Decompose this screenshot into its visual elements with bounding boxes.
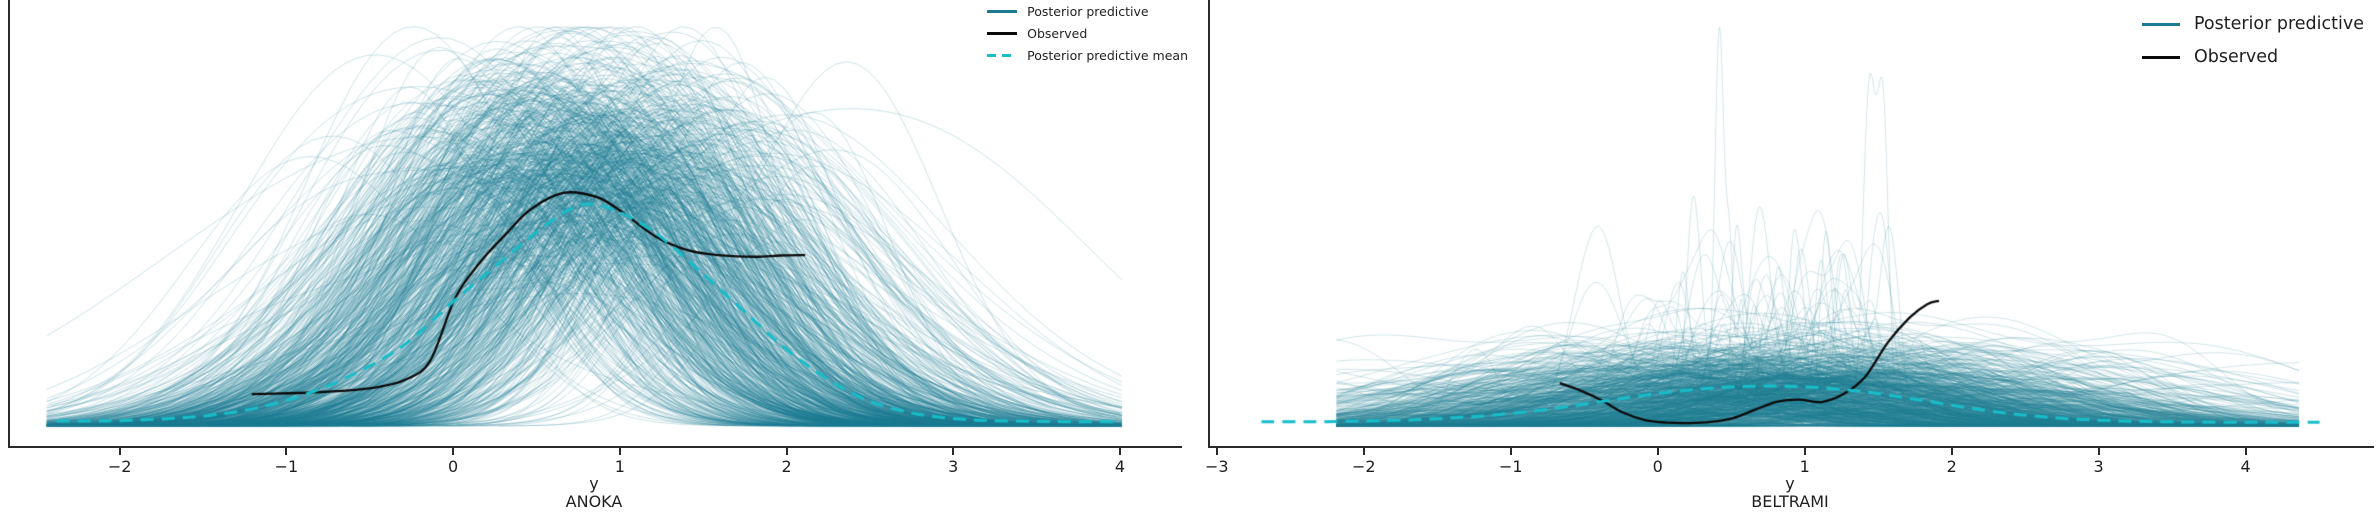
legend-label: Observed	[1027, 26, 1088, 41]
x-tick-label: 0	[448, 457, 459, 476]
legend-item: Posterior predictive	[2141, 14, 2364, 34]
facet-title: ANOKA	[565, 492, 623, 511]
legend-label: Posterior predictive mean	[1027, 48, 1188, 63]
x-tick-label: −1	[1498, 457, 1523, 476]
kde-canvas-anoka	[10, 0, 1182, 446]
x-tick-label: −1	[274, 457, 299, 476]
legend-label: Posterior predictive	[1027, 4, 1149, 19]
line-swatch-icon	[987, 32, 1018, 35]
x-tick	[1803, 448, 1806, 455]
x-tick	[118, 448, 121, 455]
x-tick	[618, 448, 621, 455]
line-swatch-icon	[987, 10, 1018, 13]
legend-item: Observed	[987, 26, 1188, 41]
x-tick-label: 4	[1114, 457, 1126, 476]
line-swatch-icon	[2141, 22, 2180, 26]
x-tick	[1362, 448, 1365, 455]
dashed-line-swatch-icon	[987, 54, 1018, 57]
x-tick	[2244, 448, 2247, 455]
line-swatch-icon	[2141, 55, 2180, 59]
x-tick-label: 1	[614, 457, 625, 476]
x-axis-label: y	[589, 474, 599, 493]
x-tick	[1509, 448, 1512, 455]
x-tick	[285, 448, 288, 455]
x-tick-label: −3	[1205, 457, 1229, 476]
x-tick	[1215, 448, 1218, 455]
x-tick	[1118, 448, 1121, 455]
legend-beltrami: Posterior predictive Observed	[2141, 14, 2364, 67]
x-axis-label-group-beltrami: y BELTRAMI	[1208, 475, 2372, 511]
facet-title: BELTRAMI	[1751, 492, 1829, 511]
plot-area-beltrami	[1208, 0, 2374, 448]
x-tick	[952, 448, 955, 455]
x-tick-label: 2	[1946, 457, 1957, 476]
x-tick-label: −2	[1351, 457, 1376, 476]
x-tick	[785, 448, 788, 455]
x-tick	[1950, 448, 1953, 455]
legend-anoka: Posterior predictive Observed Posterior pr…	[987, 4, 1188, 63]
subplot-anoka: −2 −1 0 1 2 3 4 y ANOKA Posterior predictive Ob…	[8, 0, 1188, 517]
x-tick-label: 3	[948, 457, 959, 476]
legend-label: Observed	[2193, 47, 2279, 67]
legend-item: Posterior predictive mean	[987, 48, 1188, 63]
x-axis-label-group-anoka: y ANOKA	[8, 475, 1180, 511]
x-tick	[1656, 448, 1659, 455]
x-tick-label: 2	[781, 457, 792, 476]
legend-label: Posterior predictive	[2193, 14, 2364, 34]
x-tick-label: 1	[1799, 457, 1810, 476]
x-tick-label: 0	[1652, 457, 1663, 476]
plot-area-anoka	[8, 0, 1182, 448]
kde-canvas-beltrami	[1210, 0, 2374, 446]
subplot-beltrami: −3 −2 −1 0 1 2 3 4 y BELTRAMI Posterior predict…	[1205, 0, 2374, 517]
legend-item: Posterior predictive	[987, 4, 1188, 19]
x-axis-label: y	[1785, 474, 1795, 493]
x-tick	[452, 448, 455, 455]
legend-item: Observed	[2141, 47, 2364, 67]
x-tick-label: −2	[107, 457, 132, 476]
x-tick-label: 4	[2240, 457, 2251, 476]
x-tick	[2097, 448, 2100, 455]
x-tick-label: 3	[2093, 457, 2104, 476]
